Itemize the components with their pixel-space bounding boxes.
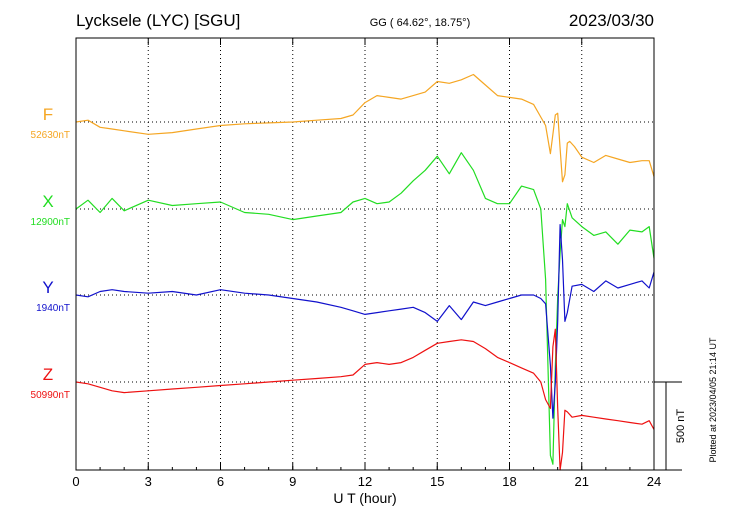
x-tick-label: 15 — [430, 474, 444, 489]
x-tick-label: 3 — [145, 474, 152, 489]
series-line-y — [75, 224, 655, 419]
series-baseline-x: 12900nT — [31, 217, 70, 228]
scale-bar-label: 500 nT — [675, 409, 687, 444]
series-name-x: X — [42, 192, 53, 211]
x-tick-label: 6 — [217, 474, 224, 489]
coords-label: GG ( 64.62°, 18.75°) — [370, 17, 471, 29]
x-tick-label: 24 — [647, 474, 661, 489]
series-line-x — [75, 152, 655, 465]
series-baseline-z: 50990nT — [31, 390, 70, 401]
series-name-z: Z — [43, 365, 53, 384]
x-tick-label: 9 — [289, 474, 296, 489]
series-name-f: F — [43, 105, 53, 124]
x-tick-label: 18 — [502, 474, 516, 489]
x-axis-ticks: 0 3 6 9 12 15 18 21 24 — [72, 38, 661, 489]
series-baseline-f: 52630nT — [31, 130, 70, 141]
x-tick-label: 0 — [72, 474, 79, 489]
series-baseline-y: 1940nT — [36, 303, 70, 314]
series-line-f — [75, 73, 655, 183]
series-name-y: Y — [42, 278, 53, 297]
x-tick-label: 21 — [575, 474, 589, 489]
station-title: Lycksele (LYC) [SGU] — [76, 11, 240, 30]
plotted-at-note: Plotted at 2023/04/05 21:14 UT — [708, 337, 718, 463]
series-line-z — [75, 328, 655, 471]
x-axis-label: U T (hour) — [333, 490, 396, 506]
date-label: 2023/03/30 — [569, 11, 654, 30]
grid-lines — [76, 38, 654, 470]
series-layer — [75, 73, 655, 471]
x-tick-label: 12 — [358, 474, 372, 489]
plot-frame — [75, 37, 655, 471]
scale-bar: 500 nT — [654, 381, 687, 471]
series-labels: F 52630nT X 12900nT Y 1940nT Z 50990nT — [31, 105, 70, 401]
